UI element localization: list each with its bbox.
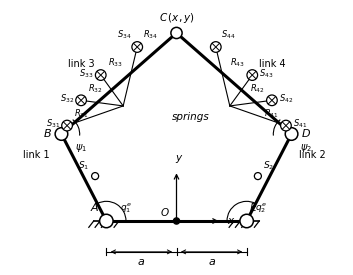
Text: $B$: $B$ bbox=[43, 126, 52, 139]
Circle shape bbox=[285, 128, 298, 140]
Circle shape bbox=[92, 173, 98, 180]
Text: link 4: link 4 bbox=[259, 59, 285, 69]
Text: $x$: $x$ bbox=[227, 216, 235, 226]
Text: $R_{42}$: $R_{42}$ bbox=[250, 82, 265, 95]
Text: $C\,(x,y)$: $C\,(x,y)$ bbox=[158, 10, 195, 24]
Text: $R_{43}$: $R_{43}$ bbox=[231, 57, 245, 70]
Text: $q_1^e$: $q_1^e$ bbox=[120, 202, 132, 215]
Circle shape bbox=[62, 120, 72, 131]
Text: $R_{41}$: $R_{41}$ bbox=[264, 108, 279, 120]
Text: $R_{31}$: $R_{31}$ bbox=[74, 108, 89, 120]
Text: $A$: $A$ bbox=[90, 200, 99, 213]
Text: $E$: $E$ bbox=[250, 200, 258, 213]
Text: $S_{33}$: $S_{33}$ bbox=[79, 67, 94, 80]
Text: $\psi_1$: $\psi_1$ bbox=[76, 142, 88, 154]
Text: $S_1$: $S_1$ bbox=[78, 160, 90, 172]
Circle shape bbox=[76, 95, 86, 106]
Text: $S_{43}$: $S_{43}$ bbox=[259, 67, 274, 80]
Text: $q_2^e$: $q_2^e$ bbox=[255, 202, 267, 215]
Text: link 1: link 1 bbox=[23, 150, 49, 160]
Text: $S_2$: $S_2$ bbox=[263, 160, 275, 172]
Text: $\psi_2$: $\psi_2$ bbox=[300, 142, 312, 154]
Circle shape bbox=[240, 214, 253, 228]
Text: $S_{41}$: $S_{41}$ bbox=[293, 118, 307, 130]
Text: $R_{34}$: $R_{34}$ bbox=[143, 29, 158, 41]
Text: link 2: link 2 bbox=[299, 150, 326, 160]
Circle shape bbox=[255, 173, 261, 180]
Circle shape bbox=[132, 42, 143, 52]
Text: $a$: $a$ bbox=[208, 257, 216, 268]
Text: $a$: $a$ bbox=[137, 257, 145, 268]
Text: $D$: $D$ bbox=[301, 126, 311, 139]
Text: $O$: $O$ bbox=[160, 206, 169, 218]
Circle shape bbox=[55, 128, 68, 140]
Text: springs: springs bbox=[172, 112, 209, 122]
Circle shape bbox=[100, 214, 113, 228]
Circle shape bbox=[171, 27, 182, 38]
Text: $R_{32}$: $R_{32}$ bbox=[88, 82, 103, 95]
Circle shape bbox=[95, 70, 106, 80]
Text: $S_{31}$: $S_{31}$ bbox=[46, 118, 60, 130]
Text: $R_{33}$: $R_{33}$ bbox=[108, 57, 122, 70]
Text: $S_{34}$: $S_{34}$ bbox=[117, 29, 132, 41]
Circle shape bbox=[247, 70, 258, 80]
Circle shape bbox=[281, 120, 291, 131]
Circle shape bbox=[173, 218, 180, 224]
Circle shape bbox=[210, 42, 221, 52]
Text: $S_{44}$: $S_{44}$ bbox=[221, 29, 236, 41]
Text: $S_{32}$: $S_{32}$ bbox=[60, 93, 74, 105]
Text: $S_{42}$: $S_{42}$ bbox=[279, 93, 293, 105]
Text: $y$: $y$ bbox=[175, 153, 184, 165]
Circle shape bbox=[267, 95, 277, 106]
Text: link 3: link 3 bbox=[68, 59, 94, 69]
